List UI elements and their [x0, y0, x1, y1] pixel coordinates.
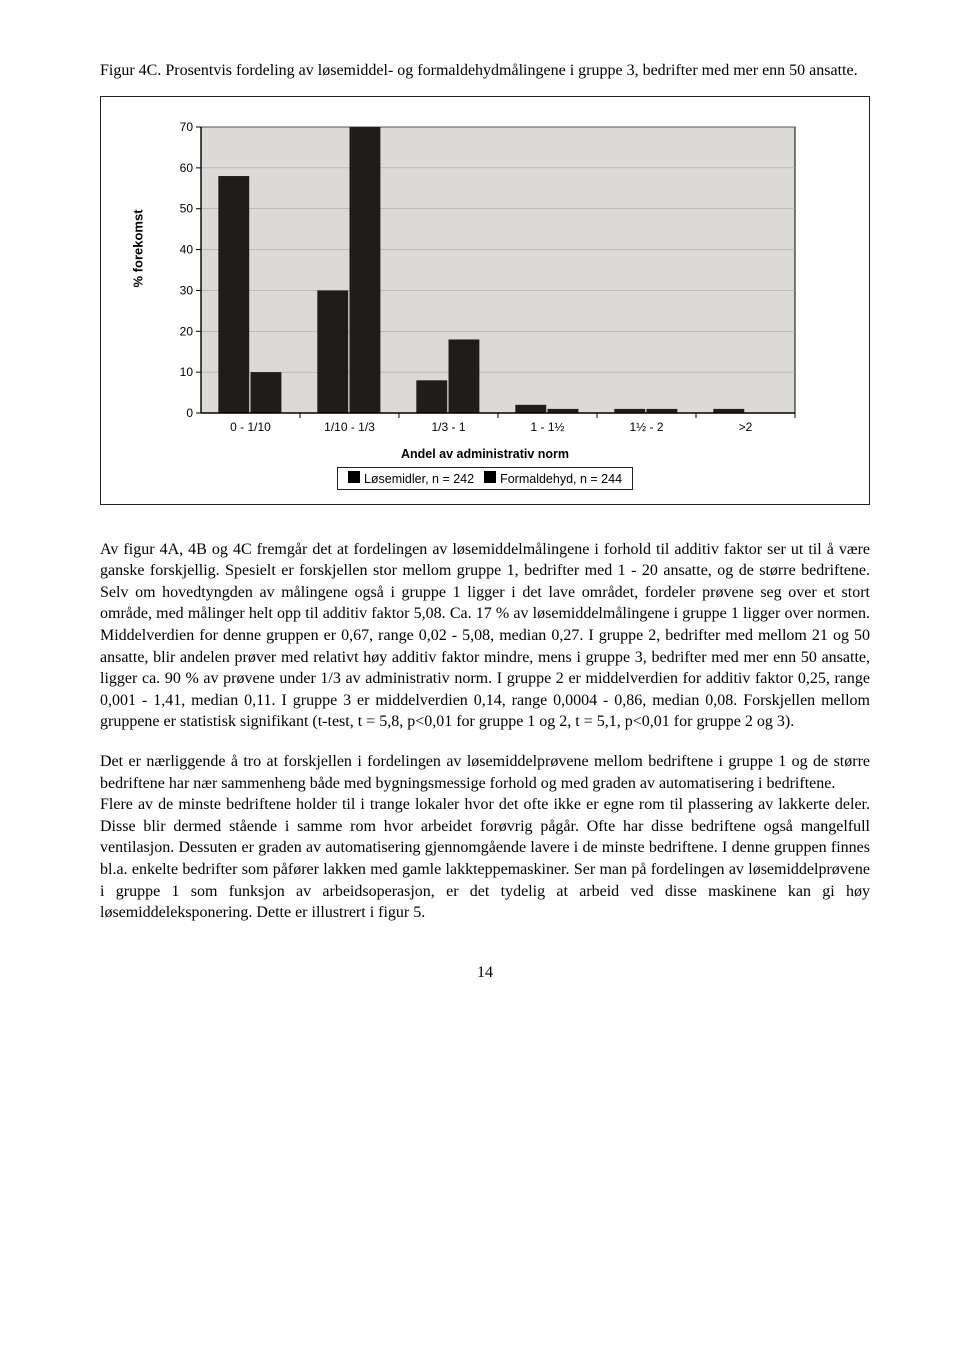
svg-text:1/10 - 1/3: 1/10 - 1/3	[324, 420, 375, 434]
paragraph-3: Flere av de minste bedriftene holder til…	[100, 794, 870, 924]
svg-text:10: 10	[180, 365, 194, 379]
page-number: 14	[100, 964, 870, 982]
legend-series-1: Formaldehyd, n = 244	[500, 472, 622, 486]
svg-text:40: 40	[180, 242, 194, 256]
svg-text:0: 0	[186, 406, 193, 420]
y-axis-label: % forekomst	[131, 274, 146, 288]
paragraph-1: Av figur 4A, 4B og 4C fremgår det at for…	[100, 539, 870, 733]
paragraph-2: Det er nærliggende å tro at forskjellen …	[100, 751, 870, 794]
svg-text:20: 20	[180, 324, 194, 338]
svg-text:60: 60	[180, 160, 194, 174]
x-axis-label: Andel av administrativ norm	[131, 447, 839, 461]
chart-legend: Løsemidler, n = 242 Formaldehyd, n = 244	[337, 467, 633, 490]
svg-text:30: 30	[180, 283, 194, 297]
svg-text:1 - 1½: 1 - 1½	[530, 420, 564, 434]
legend-series-0: Løsemidler, n = 242	[364, 472, 474, 486]
svg-text:50: 50	[180, 201, 194, 215]
svg-text:70: 70	[180, 121, 194, 134]
bar-chart: 0 10 20 30 40 50 60 70 0 - 1/10 1/10 - 1/3 1/3 - 1…	[155, 121, 805, 441]
figure-caption: Figur 4C. Prosentvis fordeling av løsemi…	[100, 60, 870, 82]
svg-text:1/3 - 1: 1/3 - 1	[431, 420, 465, 434]
chart-frame: % forekomst 0 10 20 30 40 50 60 70 0 - 1/10 1/10 …	[100, 96, 870, 505]
svg-text:1½ - 2: 1½ - 2	[629, 420, 663, 434]
svg-text:>2: >2	[739, 420, 753, 434]
svg-text:0 - 1/10: 0 - 1/10	[230, 420, 271, 434]
